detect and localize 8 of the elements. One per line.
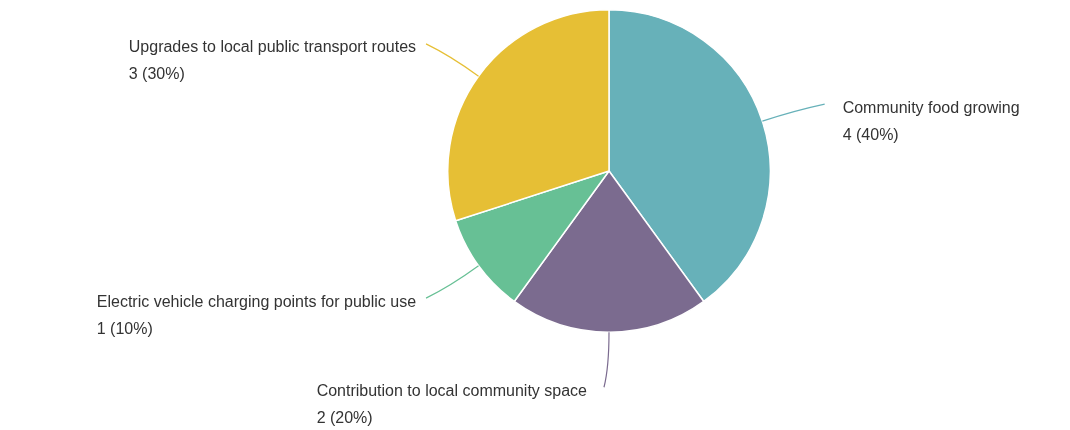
slice-label: Upgrades to local public transport routes <box>128 38 417 56</box>
slice-label: Contribution to local community space <box>316 381 588 399</box>
data-label: 2 (20%) <box>316 408 373 426</box>
slice-label: Community food growing <box>842 98 1020 116</box>
data-label: 4 (40%) <box>842 125 899 143</box>
data-label: 1 (10%) <box>96 319 153 337</box>
data-label: 3 (30%) <box>128 65 185 83</box>
slice-label: Electric vehicle charging points for public use <box>96 292 417 310</box>
